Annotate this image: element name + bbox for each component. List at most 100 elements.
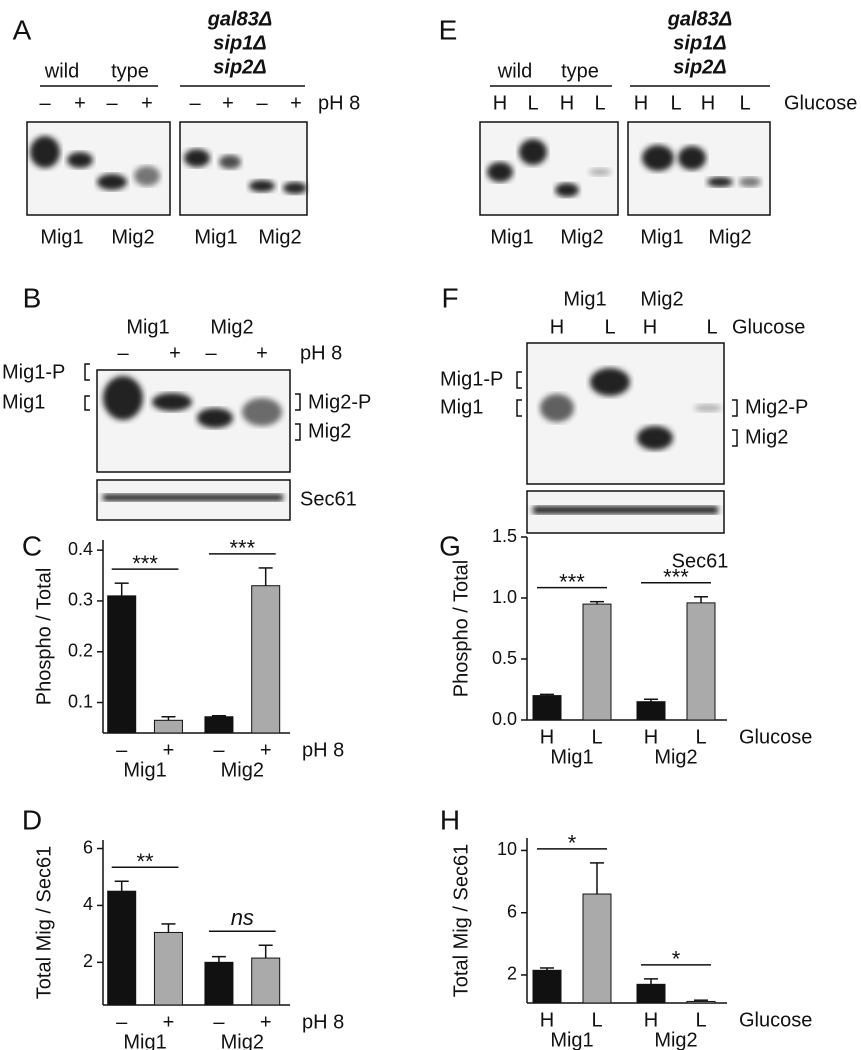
y-tick-label: 2: [507, 964, 517, 984]
bracket: [295, 393, 301, 441]
band: [197, 408, 233, 428]
lane-label: H: [560, 92, 574, 114]
band: [739, 177, 761, 187]
header: sip2Δ: [673, 56, 726, 78]
panel-f: F Mig1 Mig2 H L H L Glucose Mig1-P Mig1 …: [440, 282, 808, 572]
significance-label: ***: [132, 551, 158, 576]
group-label: Mig1: [550, 1029, 593, 1050]
x-tick-label: –: [116, 739, 128, 761]
x-tick-label: L: [695, 726, 706, 748]
significance-label: *: [672, 947, 681, 972]
x-axis-title: pH 8: [302, 1011, 344, 1033]
lane-label: –: [106, 92, 118, 114]
panel-b: B Mig1 Mig2 – + – + pH 8 Mig1-P Mig1 Mig…: [2, 282, 371, 521]
x-axis-title: pH 8: [302, 739, 344, 761]
group-label: Mig2: [654, 746, 697, 768]
x-tick-label: L: [591, 726, 602, 748]
lane-label: L: [670, 92, 681, 114]
band: [97, 174, 127, 190]
y-tick-label: 0.3: [68, 590, 93, 610]
panel-letter: E: [439, 14, 458, 45]
loading-label: Sec61: [672, 550, 729, 572]
bar: [153, 719, 183, 734]
bar: [532, 969, 562, 1004]
group-label: Mig1: [550, 746, 593, 768]
y-tick-label: 10: [497, 839, 517, 859]
protein-label: Mig1: [40, 226, 83, 248]
header: sip1Δ: [213, 32, 266, 54]
band: [707, 177, 733, 187]
panel-letter: G: [439, 530, 461, 561]
x-tick-label: –: [213, 1011, 225, 1033]
bar: [686, 602, 716, 721]
y-tick-label: 0.1: [68, 691, 93, 711]
lane-label: +: [141, 92, 153, 114]
x-tick-label: +: [260, 1011, 272, 1033]
band: [694, 404, 722, 412]
lane-label: –: [117, 342, 129, 364]
bar: [686, 1000, 716, 1004]
header: type: [111, 60, 149, 82]
x-tick-label: H: [540, 726, 554, 748]
band: [67, 152, 93, 168]
y-tick-label: 4: [83, 894, 93, 914]
protein-label: Mig2: [560, 226, 603, 248]
panel-e: E wild type gal83Δ sip1Δ sip2Δ H L H L H…: [439, 8, 858, 248]
band: [30, 136, 60, 168]
y-tick-label: 0.4: [68, 539, 93, 559]
condition: Glucose: [784, 92, 857, 114]
protein-label: Mig2: [111, 226, 154, 248]
header: sip1Δ: [673, 32, 726, 54]
significance-label: ***: [663, 565, 689, 590]
panel-letter: B: [23, 282, 42, 313]
y-axis-title: Phospho / Total: [450, 560, 472, 698]
band: [642, 145, 674, 171]
significance-label: ***: [559, 569, 585, 594]
x-tick-label: L: [695, 1009, 706, 1031]
lane-label: L: [594, 92, 605, 114]
lane-label: –: [205, 342, 217, 364]
header: wild: [497, 60, 532, 82]
y-axis-title: Total Mig / Sec61: [450, 844, 472, 997]
condition: pH 8: [318, 92, 360, 114]
x-tick-label: H: [540, 1009, 554, 1031]
band: [519, 139, 547, 165]
band: [589, 168, 611, 176]
band: [219, 155, 241, 169]
bar: [251, 585, 281, 734]
band: [134, 166, 160, 186]
group-label: Mig1: [123, 1031, 166, 1050]
bar: [107, 890, 137, 1006]
header: gal83Δ: [667, 8, 733, 30]
bar: [204, 716, 234, 734]
band: [152, 393, 192, 411]
lane-label: +: [222, 92, 234, 114]
lane-label: +: [169, 342, 181, 364]
y-tick-label: 6: [83, 837, 93, 857]
y-tick-label: 6: [507, 901, 517, 921]
band-label: Mig2: [745, 426, 788, 448]
band-label: Mig2-P: [308, 391, 371, 413]
bar: [636, 983, 666, 1004]
x-tick-label: +: [163, 739, 175, 761]
protein-label: Mig1: [490, 226, 533, 248]
x-tick-label: H: [644, 1009, 658, 1031]
band-label: Mig2: [308, 420, 351, 442]
panel-a: A wild type gal83Δ sip1Δ sip2Δ – + – + –…: [13, 8, 361, 248]
protein-label: Mig2: [258, 226, 301, 248]
group-label: Mig2: [221, 759, 264, 781]
protein-label: Mig1: [126, 316, 169, 338]
significance-label: ***: [229, 536, 255, 561]
bar: [153, 931, 183, 1006]
lane-label: H: [493, 92, 507, 114]
lane-label: –: [256, 92, 268, 114]
band-label: Mig2-P: [745, 396, 808, 418]
bar: [636, 701, 666, 721]
bracket: [732, 399, 738, 447]
band: [103, 494, 283, 501]
condition: pH 8: [300, 342, 342, 364]
header: gal83Δ: [207, 8, 273, 30]
panel-letter: H: [440, 804, 460, 835]
y-tick-label: 0.2: [68, 640, 93, 660]
band: [184, 149, 210, 167]
